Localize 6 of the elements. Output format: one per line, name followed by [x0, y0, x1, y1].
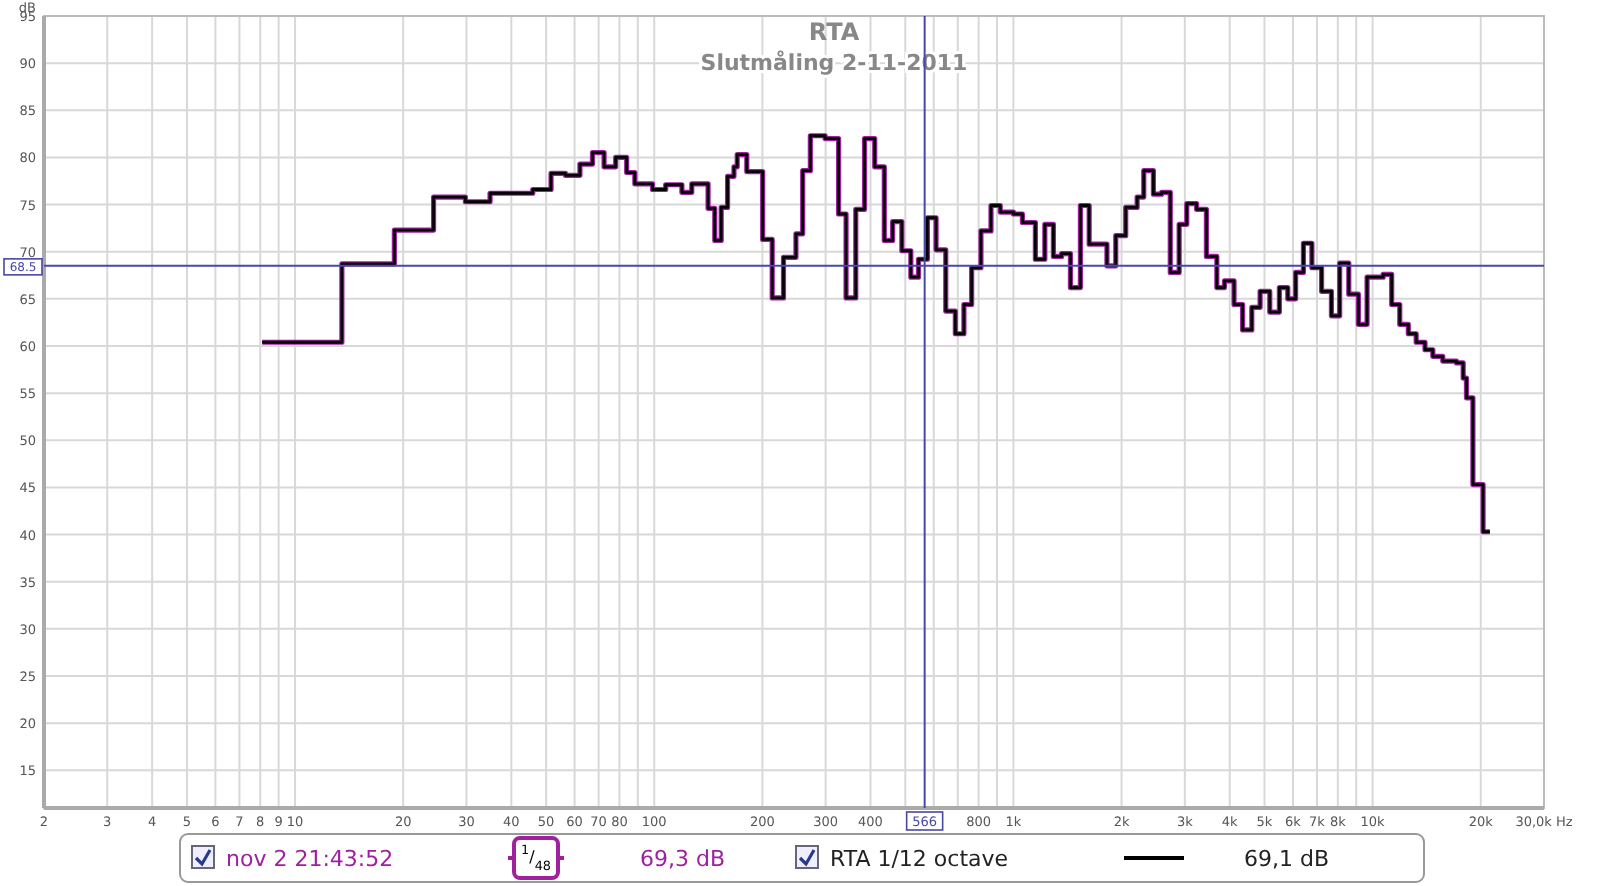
chart-title: RTA	[808, 18, 861, 46]
text: nov 2 21:43:52	[226, 846, 394, 872]
text: RTA 1/12 octave	[830, 846, 1009, 872]
text: $^{1}$/$_{48}$	[521, 842, 551, 874]
text: 69,3 dB	[640, 846, 726, 872]
text: 69,1 dB	[1244, 846, 1330, 872]
